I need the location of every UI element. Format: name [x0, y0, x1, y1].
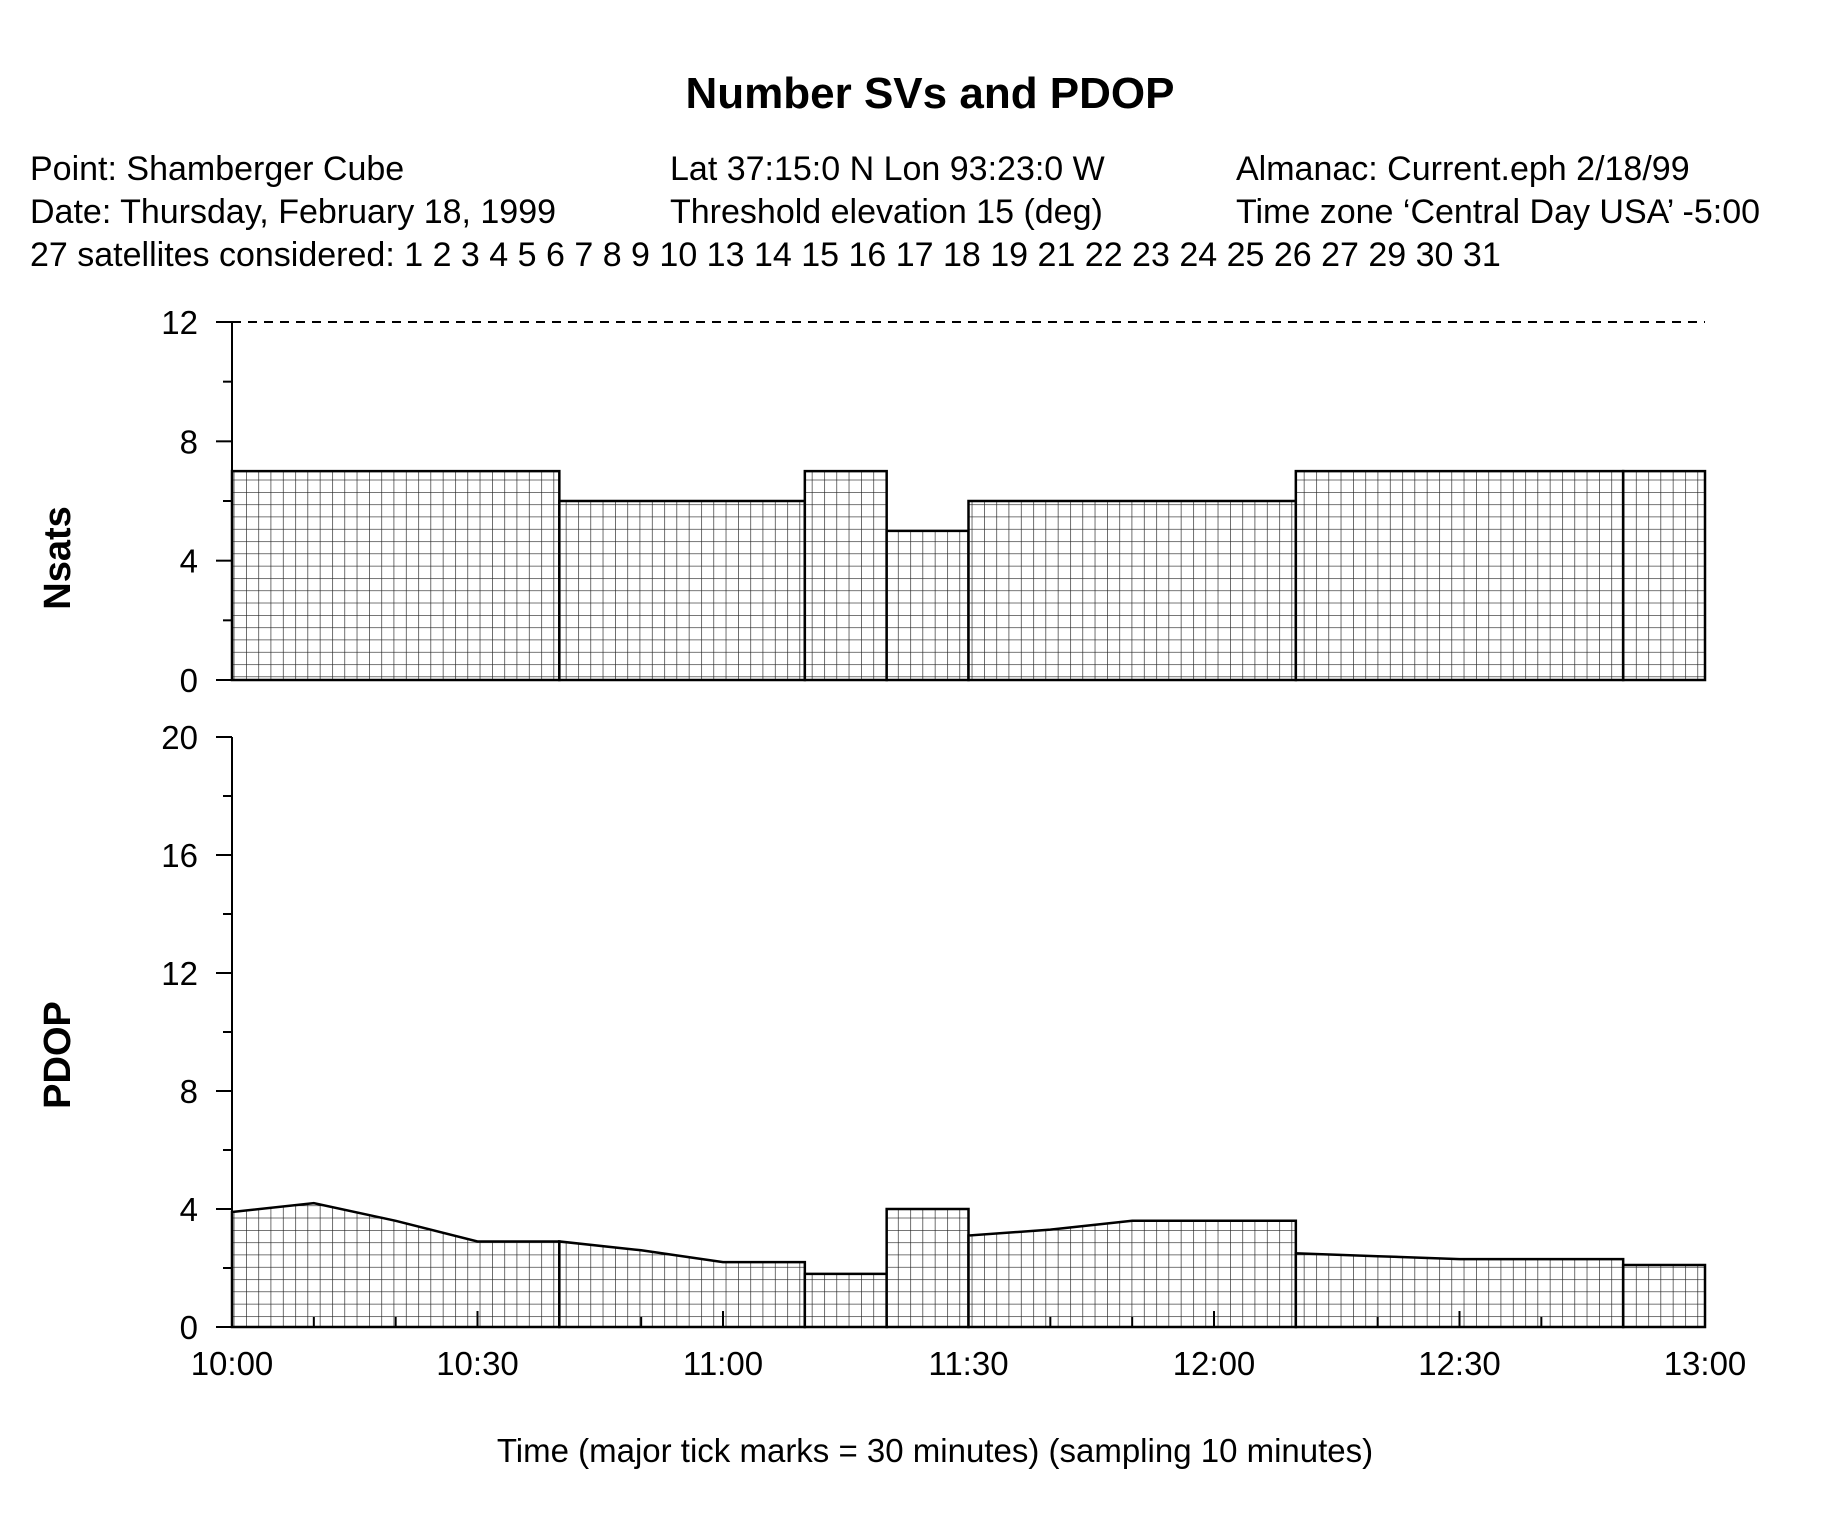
header-point: Point: Shamberger Cube — [30, 150, 404, 188]
header-threshold: Threshold elevation 15 (deg) — [670, 193, 1103, 231]
header-latlon: Lat 37:15:0 N Lon 93:23:0 W — [670, 150, 1105, 188]
nsats-tick-label: 4 — [180, 543, 198, 580]
nsats-segment — [967, 499, 1298, 682]
pdop-tick-label: 20 — [161, 719, 198, 756]
x-axis-label: Time (major tick marks = 30 minutes) (sa… — [497, 1432, 1373, 1469]
nsats-axis-label: Nsats — [37, 506, 79, 610]
pdop-tick-label: 0 — [180, 1309, 198, 1346]
pdop-segment — [1621, 1263, 1707, 1329]
nsats-tick-label: 0 — [180, 662, 198, 699]
x-tick-label: 10:00 — [191, 1345, 274, 1382]
x-tick-label: 11:00 — [683, 1345, 763, 1382]
pdop-segment — [230, 1201, 561, 1329]
x-tick-label: 11:30 — [928, 1345, 1008, 1382]
pdop-segment — [803, 1272, 888, 1329]
pdop-segment — [967, 1219, 1298, 1329]
header-timezone: Time zone ‘Central Day USA’ -5:00 — [1236, 193, 1760, 231]
x-axis: 10:00 10:30 11:00 11:30 12:00 12:30 13:00 — [191, 1311, 1747, 1382]
pdop-axis-label: PDOP — [37, 1001, 79, 1109]
nsats-segment — [230, 469, 561, 682]
nsats-tick-label: 12 — [161, 304, 198, 341]
pdop-segment — [885, 1207, 970, 1329]
pdop-tick-label: 4 — [180, 1191, 198, 1228]
pdop-panel: 0 4 8 12 16 20 — [161, 719, 1707, 1346]
x-tick-label: 12:00 — [1173, 1345, 1256, 1382]
pdop-segment — [558, 1240, 807, 1329]
header-date: Date: Thursday, February 18, 1999 — [30, 193, 556, 231]
x-tick-label: 13:00 — [1664, 1345, 1747, 1382]
nsats-segment — [803, 469, 888, 682]
nsats-segment — [558, 499, 807, 682]
nsats-panel: 0 4 8 12 — [161, 304, 1707, 699]
x-tick-label: 10:30 — [436, 1345, 519, 1382]
x-tick-label: 12:30 — [1418, 1345, 1501, 1382]
chart-title: Number SVs and PDOP — [685, 69, 1174, 118]
nsats-segment — [885, 529, 970, 682]
nsats-tick-label: 8 — [180, 423, 198, 460]
header-almanac: Almanac: Current.eph 2/18/99 — [1236, 150, 1690, 188]
pdop-tick-label: 12 — [161, 955, 198, 992]
pdop-tick-label: 8 — [180, 1073, 198, 1110]
pdop-tick-label: 16 — [161, 837, 198, 874]
nsats-segment — [1621, 469, 1707, 682]
header-satellites: 27 satellites considered: 1 2 3 4 5 6 7 … — [30, 236, 1501, 274]
nsats-segment — [1294, 469, 1625, 682]
